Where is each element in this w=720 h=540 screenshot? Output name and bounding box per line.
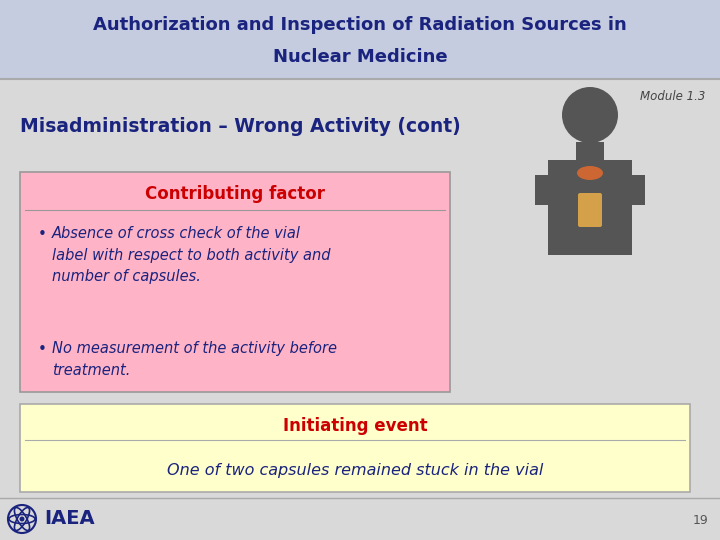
FancyBboxPatch shape bbox=[20, 404, 690, 492]
Text: Absence of cross check of the vial
label with respect to both activity and
numbe: Absence of cross check of the vial label… bbox=[52, 226, 330, 284]
Text: One of two capsules remained stuck in the vial: One of two capsules remained stuck in th… bbox=[167, 462, 543, 477]
Text: 19: 19 bbox=[692, 514, 708, 526]
FancyBboxPatch shape bbox=[576, 142, 604, 160]
Text: Authorization and Inspection of Radiation Sources in: Authorization and Inspection of Radiatio… bbox=[93, 16, 627, 34]
Ellipse shape bbox=[577, 166, 603, 180]
Text: Misadministration – Wrong Activity (cont): Misadministration – Wrong Activity (cont… bbox=[20, 118, 461, 137]
FancyBboxPatch shape bbox=[0, 0, 720, 79]
Text: •: • bbox=[38, 342, 47, 357]
FancyBboxPatch shape bbox=[548, 160, 632, 255]
Text: •: • bbox=[38, 227, 47, 242]
Text: IAEA: IAEA bbox=[44, 510, 94, 529]
Text: Module 1.3: Module 1.3 bbox=[639, 91, 705, 104]
FancyBboxPatch shape bbox=[535, 175, 645, 205]
FancyBboxPatch shape bbox=[20, 172, 450, 392]
Text: No measurement of the activity before
treatment.: No measurement of the activity before tr… bbox=[52, 341, 337, 377]
FancyBboxPatch shape bbox=[578, 193, 602, 227]
Text: Initiating event: Initiating event bbox=[283, 417, 427, 435]
Circle shape bbox=[562, 87, 618, 143]
Circle shape bbox=[19, 516, 24, 522]
Text: Nuclear Medicine: Nuclear Medicine bbox=[273, 48, 447, 66]
Text: Contributing factor: Contributing factor bbox=[145, 185, 325, 203]
